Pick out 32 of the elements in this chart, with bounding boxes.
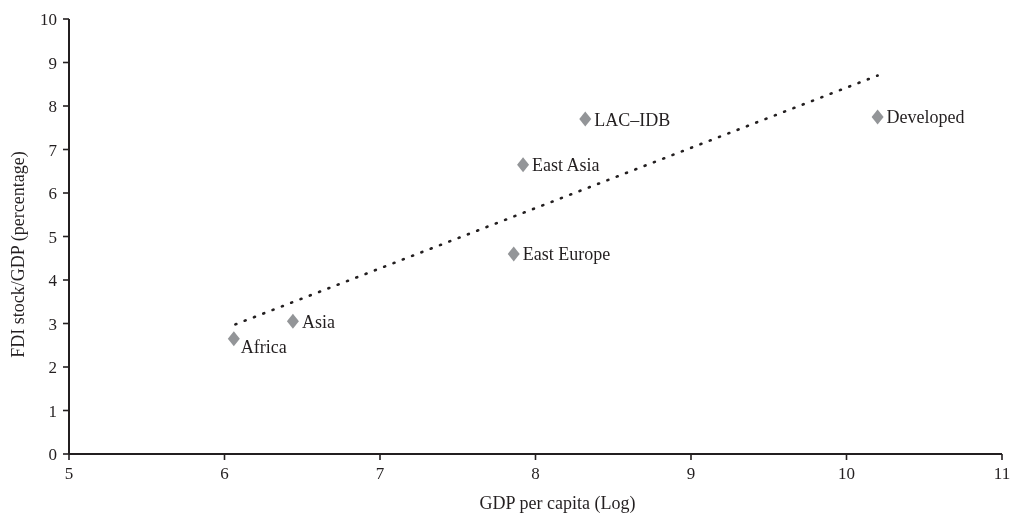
y-axis-title: FDI stock/GDP (percentage): [8, 151, 29, 358]
y-tick-label: 10: [40, 10, 57, 29]
y-tick-label: 7: [48, 140, 58, 160]
point: [579, 111, 592, 127]
y-tick-label: 3: [48, 314, 57, 334]
point: [227, 331, 240, 347]
series-label: East Europe: [522, 244, 611, 265]
y-tick-label: 8: [48, 97, 57, 116]
point: [517, 157, 530, 173]
x-tick-label: 5: [64, 464, 74, 483]
x-tick-label: 11: [993, 464, 1011, 483]
series-label: Developed: [886, 107, 965, 128]
x-tick-label: 8: [531, 464, 540, 483]
series-label: Africa: [240, 336, 287, 357]
y-tick-label: 5: [48, 227, 57, 247]
x-tick-label: 6: [220, 464, 229, 483]
y-tick-label: 2: [48, 358, 57, 377]
point: [507, 246, 520, 262]
point: [871, 109, 884, 125]
x-tick-label: 10: [838, 464, 855, 483]
series-label: Asia: [301, 311, 335, 332]
series-label: LAC–IDB: [594, 109, 671, 130]
y-tick-label: 9: [48, 53, 57, 73]
x-tick-label: 9: [686, 464, 696, 483]
x-tick-label: 7: [375, 464, 385, 483]
x-axis-title: GDP per capita (Log): [479, 493, 636, 514]
y-tick-label: 0: [48, 445, 57, 464]
y-tick-label: 4: [48, 271, 58, 290]
y-tick-label: 6: [48, 184, 57, 203]
series-label: East Asia: [532, 155, 600, 176]
point: [286, 313, 299, 329]
y-tick-label: 1: [48, 401, 57, 421]
